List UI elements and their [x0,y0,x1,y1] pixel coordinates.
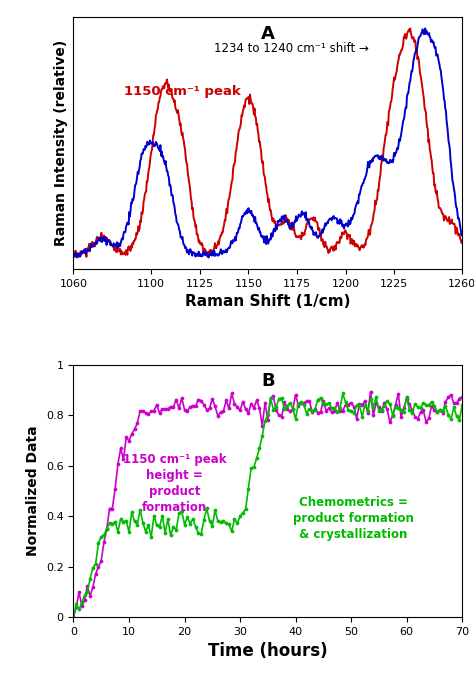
Y-axis label: Raman Intensity (relative): Raman Intensity (relative) [54,40,68,246]
X-axis label: Raman Shift (1/cm): Raman Shift (1/cm) [185,294,351,309]
Text: Chemometrics =
product formation
& crystallization: Chemometrics = product formation & cryst… [293,496,414,541]
Text: B: B [261,372,274,391]
X-axis label: Time (hours): Time (hours) [208,642,328,660]
Y-axis label: Normalized Data: Normalized Data [27,426,40,556]
Text: A: A [261,24,275,43]
Text: 1150 cm⁻¹ peak
height =
product
formation: 1150 cm⁻¹ peak height = product formatio… [123,453,226,514]
Text: 1150 cm⁻¹ peak: 1150 cm⁻¹ peak [124,85,241,98]
Text: 1234 to 1240 cm⁻¹ shift →: 1234 to 1240 cm⁻¹ shift → [214,42,369,55]
